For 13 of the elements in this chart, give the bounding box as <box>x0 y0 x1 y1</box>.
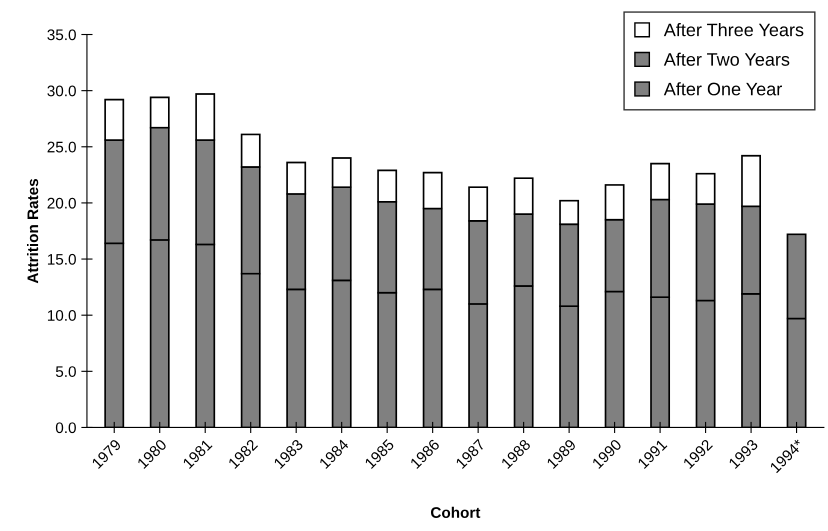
y-tick-label: 30.0 <box>47 86 76 96</box>
y-tick-label: 20.0 <box>48 198 76 209</box>
legend-label: After One Year <box>664 82 782 96</box>
y-tick-label: 10.0 <box>48 310 76 321</box>
y-axis-title: Attrition Rates <box>26 178 38 284</box>
y-tick-label: 35.0 <box>47 29 76 40</box>
legend-label: After Three Years <box>664 23 804 36</box>
x-axis-title: Cohort <box>430 506 480 518</box>
y-tick-label: 15.0 <box>48 254 76 265</box>
y-tick-label: 0.0 <box>56 422 76 434</box>
legend-label: After Two Years <box>664 52 790 66</box>
y-tick-label: 25.0 <box>48 142 76 152</box>
y-tick-label: 5.0 <box>56 366 76 378</box>
